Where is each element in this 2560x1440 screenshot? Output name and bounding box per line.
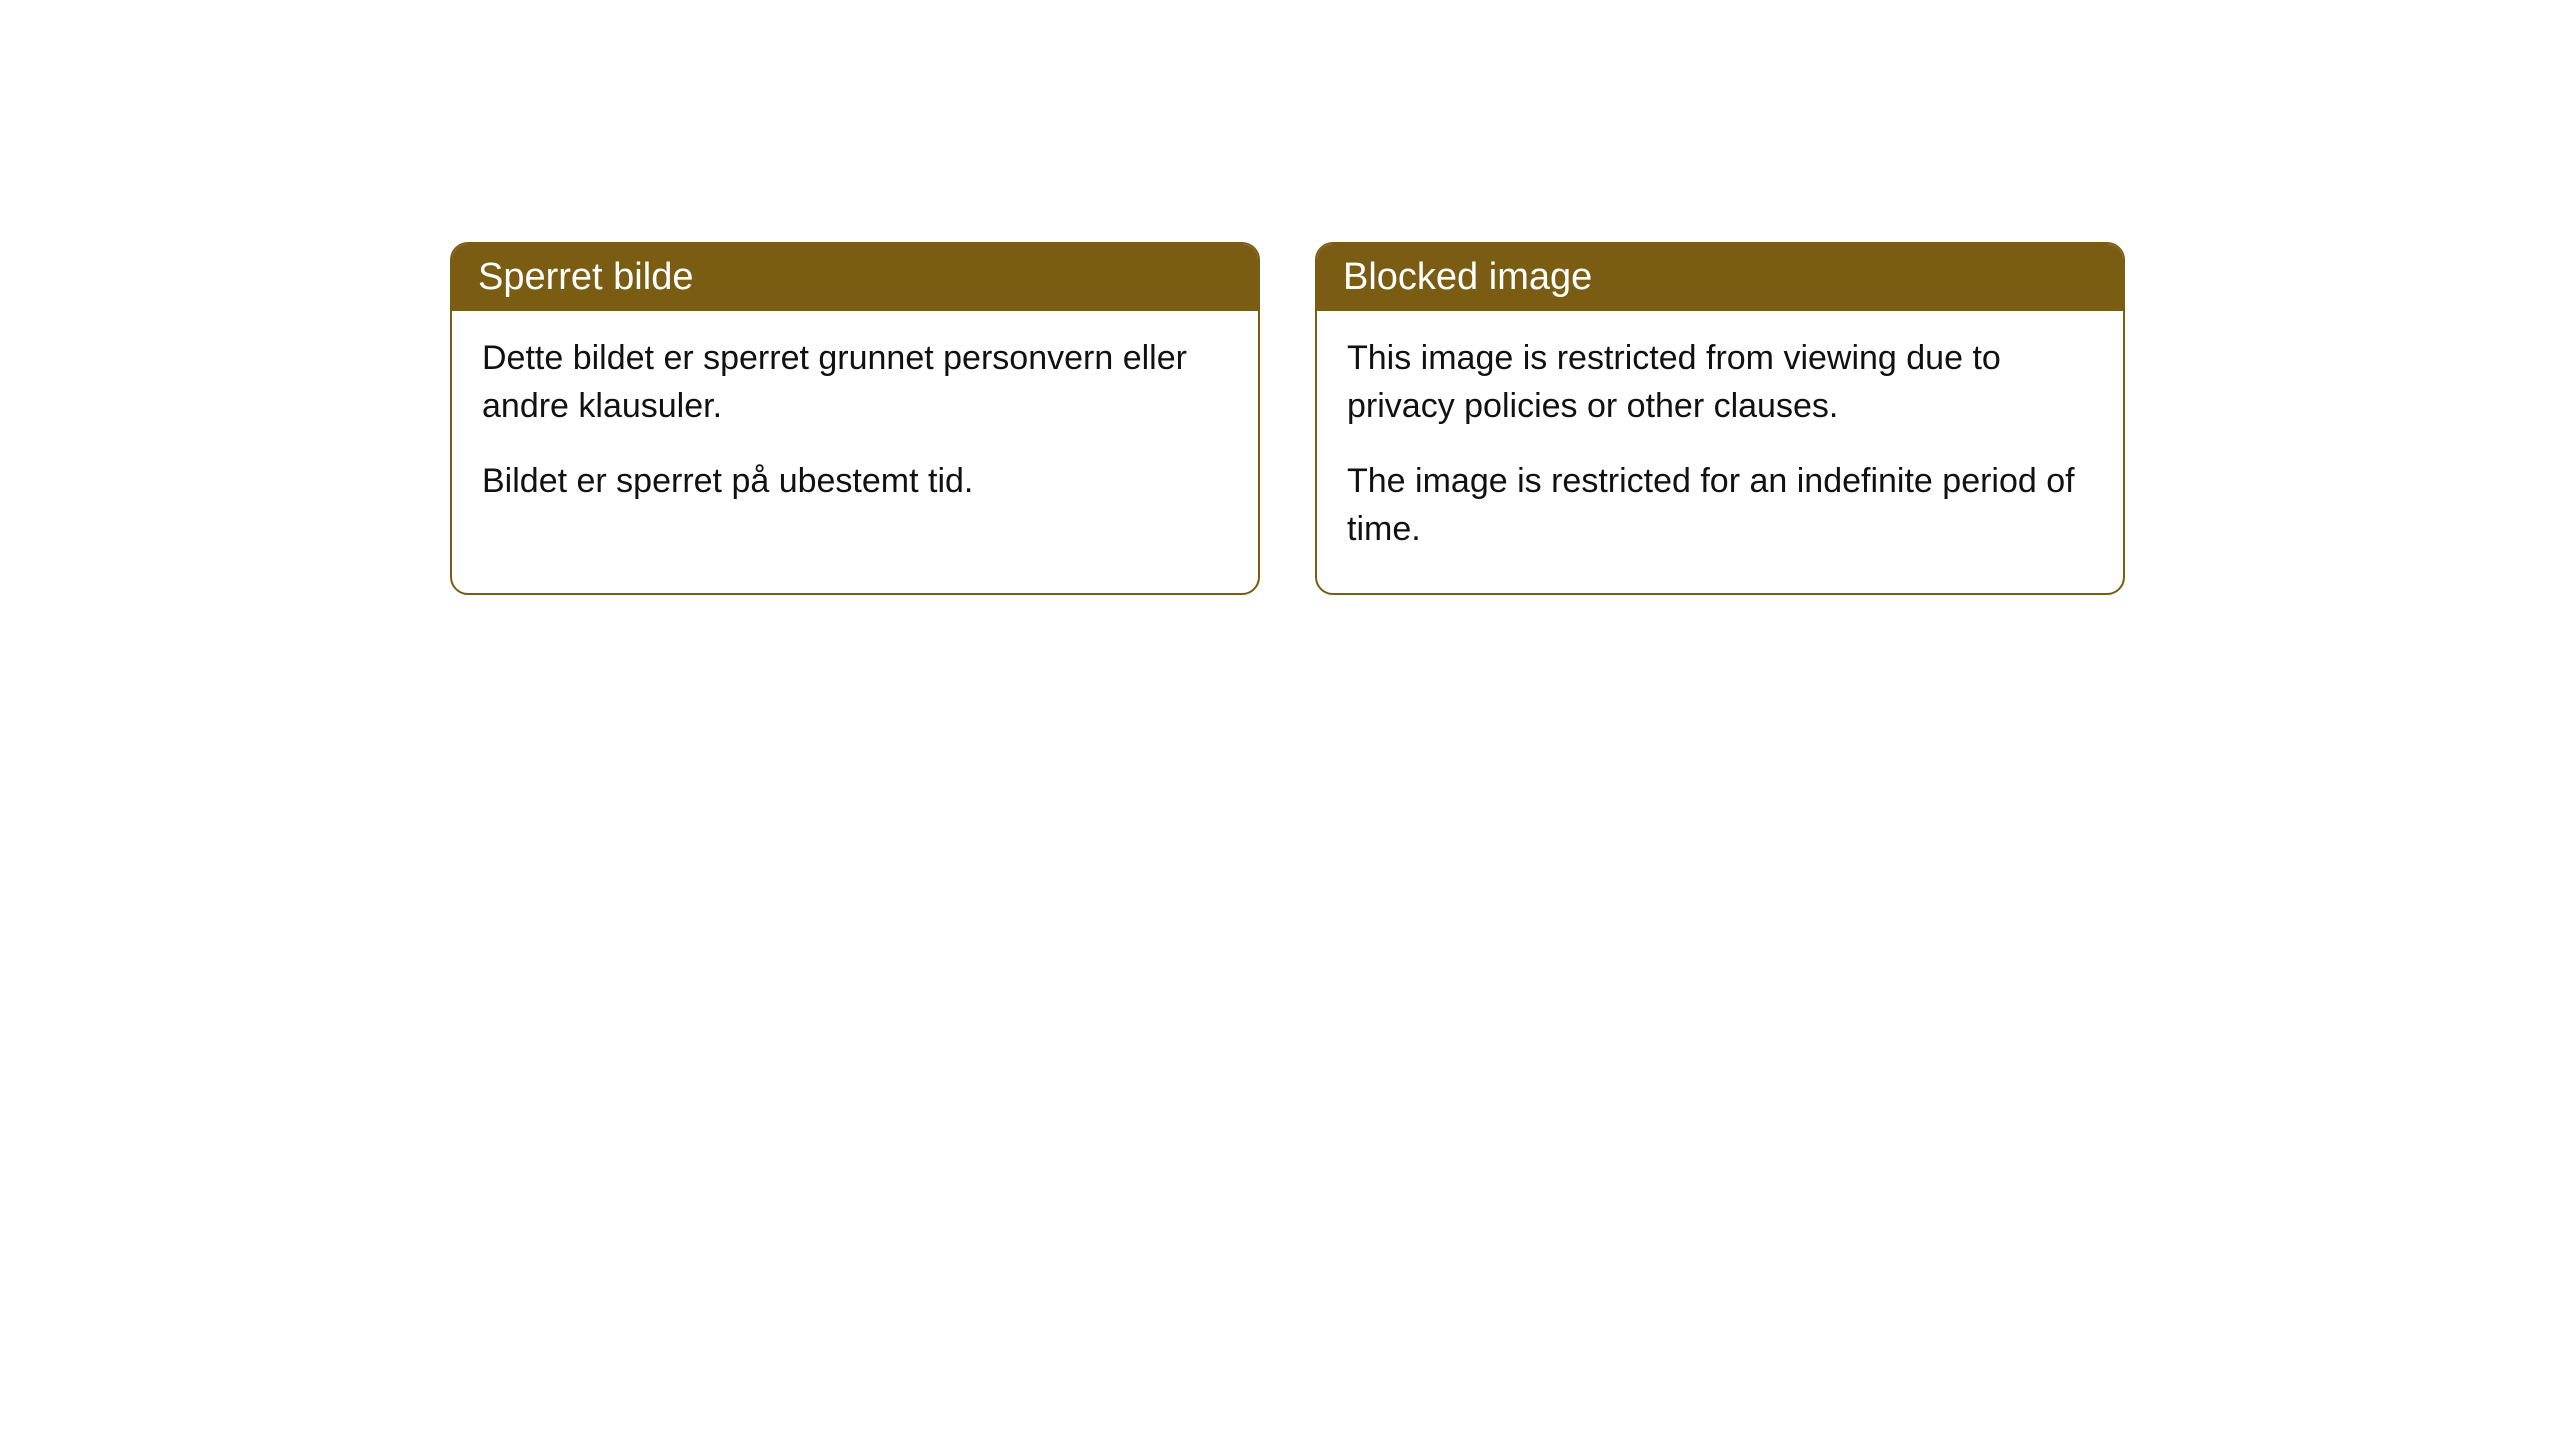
card-paragraph-1-norwegian: Dette bildet er sperret grunnet personve… [482, 335, 1228, 430]
card-paragraph-1-english: This image is restricted from viewing du… [1347, 335, 2093, 430]
card-header-english: Blocked image [1317, 244, 2123, 311]
card-english: Blocked image This image is restricted f… [1315, 242, 2125, 595]
card-paragraph-2-norwegian: Bildet er sperret på ubestemt tid. [482, 458, 1228, 506]
card-body-norwegian: Dette bildet er sperret grunnet personve… [452, 311, 1258, 546]
card-paragraph-2-english: The image is restricted for an indefinit… [1347, 458, 2093, 553]
card-norwegian: Sperret bilde Dette bildet er sperret gr… [450, 242, 1260, 595]
card-body-english: This image is restricted from viewing du… [1317, 311, 2123, 593]
card-title-norwegian: Sperret bilde [478, 256, 693, 298]
card-header-norwegian: Sperret bilde [452, 244, 1258, 311]
cards-container: Sperret bilde Dette bildet er sperret gr… [0, 0, 2560, 595]
card-title-english: Blocked image [1343, 256, 1592, 298]
